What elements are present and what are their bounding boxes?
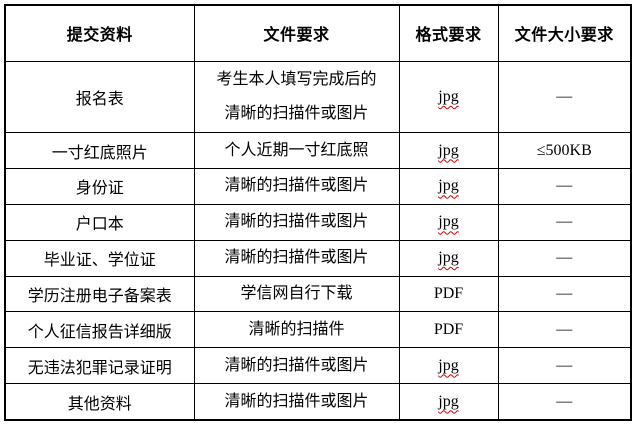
material-cell: 毕业证、学位证: [4, 239, 195, 277]
table-row: 无违法犯罪记录证明 清晰的扫描件或图片 jpg —: [4, 347, 632, 385]
material-cell: 一寸红底照片: [4, 132, 195, 170]
col-header-requirement: 文件要求: [193, 4, 400, 62]
requirement-cell: 清晰的扫描件或图片: [193, 239, 400, 277]
requirement-cell: 清晰的扫描件或图片: [193, 203, 400, 241]
requirement-cell: 个人近期一寸红底照: [193, 132, 400, 170]
size-cell: —: [497, 347, 632, 385]
size-cell: —: [497, 239, 632, 277]
format-cell: jpg: [398, 347, 499, 385]
format-value: jpg: [438, 249, 459, 267]
format-cell: jpg: [398, 60, 499, 134]
material-cell: 户口本: [4, 203, 195, 241]
material-cell: 身份证: [4, 168, 195, 205]
table-row: 报名表 考生本人填写完成后的 清晰的扫描件或图片 jpg —: [4, 60, 632, 134]
requirement-cell: 清晰的扫描件: [193, 311, 400, 349]
format-value: PDF: [433, 284, 464, 302]
table-row: 学历注册电子备案表 学信网自行下载 PDF —: [4, 275, 632, 313]
format-value: PDF: [433, 320, 464, 338]
table-row: 户口本 清晰的扫描件或图片 jpg —: [4, 203, 632, 241]
table-row: 毕业证、学位证 清晰的扫描件或图片 jpg —: [4, 239, 632, 277]
size-cell: —: [497, 275, 632, 313]
format-cell: jpg: [398, 203, 499, 241]
table-row: 一寸红底照片 个人近期一寸红底照 jpg ≤500KB: [4, 132, 632, 170]
material-cell: 报名表: [4, 60, 195, 134]
size-cell: —: [497, 383, 632, 421]
material-cell: 无违法犯罪记录证明: [4, 347, 195, 385]
requirements-table: 提交资料 文件要求 格式要求 文件大小要求 报名表 考生本人填写完成后的 清晰的…: [4, 4, 632, 421]
col-header-material: 提交资料: [4, 4, 195, 62]
format-value: jpg: [438, 177, 459, 195]
format-value: jpg: [438, 213, 459, 231]
format-cell: jpg: [398, 383, 499, 421]
material-cell: 学历注册电子备案表: [4, 275, 195, 313]
size-cell: —: [497, 311, 632, 349]
material-cell: 其他资料: [4, 383, 195, 421]
requirement-cell: 考生本人填写完成后的 清晰的扫描件或图片: [193, 60, 400, 134]
header-row: 提交资料 文件要求 格式要求 文件大小要求: [4, 4, 632, 62]
format-value: jpg: [438, 141, 459, 159]
format-cell: PDF: [398, 275, 499, 313]
format-cell: PDF: [398, 311, 499, 349]
format-value: jpg: [438, 87, 459, 105]
table-row: 其他资料 清晰的扫描件或图片 jpg —: [4, 383, 632, 421]
size-cell: ≤500KB: [497, 132, 632, 170]
requirement-cell: 清晰的扫描件或图片: [193, 347, 400, 385]
format-cell: jpg: [398, 239, 499, 277]
table-row: 身份证 清晰的扫描件或图片 jpg —: [4, 168, 632, 205]
col-header-size: 文件大小要求: [497, 4, 632, 62]
format-value: jpg: [438, 392, 459, 410]
format-value: jpg: [438, 356, 459, 374]
size-cell: —: [497, 60, 632, 134]
size-cell: —: [497, 203, 632, 241]
material-cell: 个人征信报告详细版: [4, 311, 195, 349]
format-cell: jpg: [398, 132, 499, 170]
col-header-format: 格式要求: [398, 4, 499, 62]
table-row: 个人征信报告详细版 清晰的扫描件 PDF —: [4, 311, 632, 349]
table-body: 报名表 考生本人填写完成后的 清晰的扫描件或图片 jpg — 一寸红底照片 个人…: [4, 60, 632, 421]
requirement-cell: 清晰的扫描件或图片: [193, 168, 400, 205]
format-cell: jpg: [398, 168, 499, 205]
requirement-cell: 学信网自行下载: [193, 275, 400, 313]
size-cell: —: [497, 168, 632, 205]
requirement-cell: 清晰的扫描件或图片: [193, 383, 400, 421]
